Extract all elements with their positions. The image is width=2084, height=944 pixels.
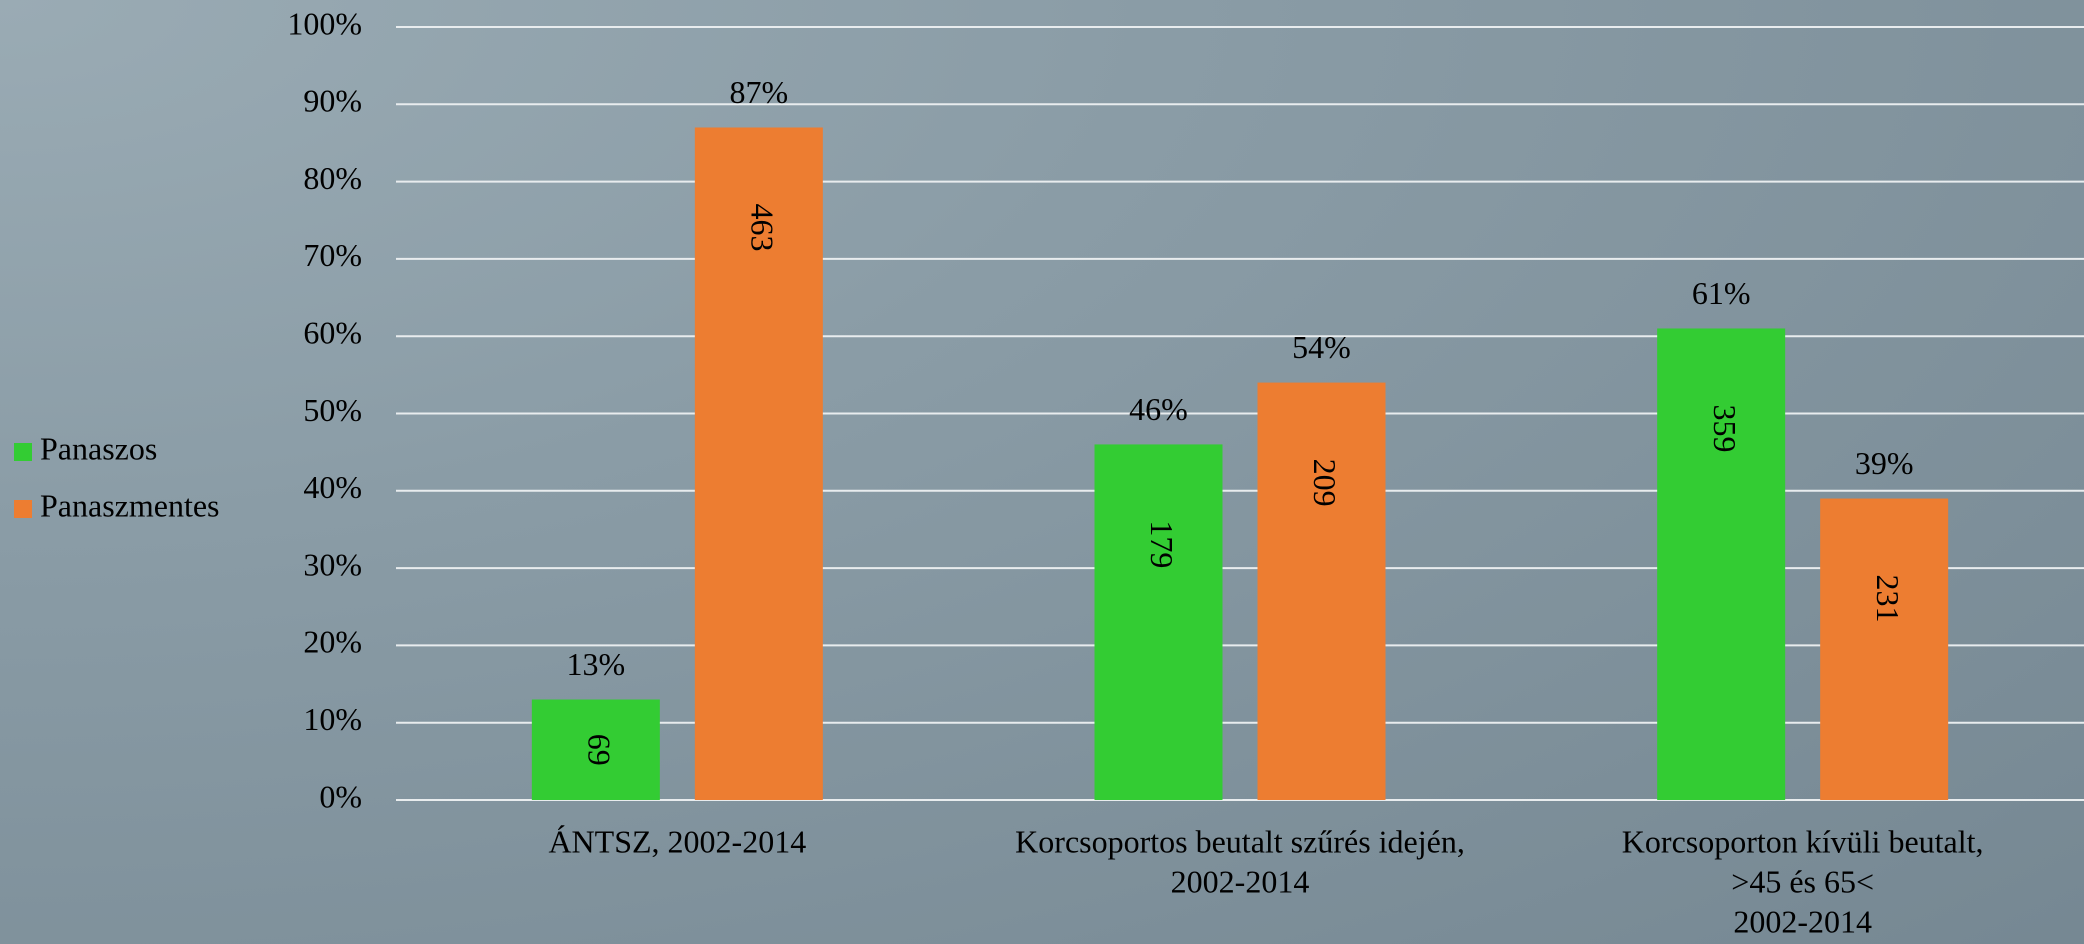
y-tick-label: 20% bbox=[303, 624, 362, 660]
y-tick-label: 90% bbox=[303, 83, 362, 119]
y-tick-label: 40% bbox=[303, 469, 362, 505]
bar bbox=[694, 127, 823, 801]
value-label: 46% bbox=[1129, 391, 1188, 427]
x-tick-label: Korcsoporton kívüli beutalt, bbox=[1622, 823, 1984, 859]
value-label: 87% bbox=[730, 74, 789, 110]
y-tick-label: 50% bbox=[303, 392, 362, 428]
y-tick-label: 100% bbox=[287, 5, 362, 41]
x-tick-label: Korcsoportos beutalt szűrés idején, bbox=[1015, 823, 1465, 859]
count-label: 69 bbox=[581, 734, 617, 766]
y-tick-label: 80% bbox=[303, 160, 362, 196]
legend-label: Panaszmentes bbox=[40, 487, 220, 523]
bar bbox=[1094, 444, 1223, 800]
y-tick-label: 60% bbox=[303, 315, 362, 351]
legend-label: Panaszos bbox=[40, 430, 157, 466]
y-tick-label: 10% bbox=[303, 701, 362, 737]
y-tick-label: 0% bbox=[319, 778, 362, 814]
y-tick-label: 70% bbox=[303, 237, 362, 273]
value-label: 39% bbox=[1855, 445, 1914, 481]
count-label: 209 bbox=[1307, 459, 1343, 507]
legend-swatch bbox=[14, 500, 32, 518]
bar bbox=[1820, 498, 1949, 800]
x-tick-label: 2002-2014 bbox=[1171, 863, 1310, 899]
count-label: 179 bbox=[1144, 520, 1180, 568]
count-label: 359 bbox=[1707, 404, 1743, 452]
x-tick-label: 2002-2014 bbox=[1733, 903, 1872, 939]
count-label: 231 bbox=[1870, 575, 1906, 623]
value-label: 61% bbox=[1692, 275, 1751, 311]
x-tick-label: ÁNTSZ, 2002-2014 bbox=[548, 823, 806, 859]
bar bbox=[1257, 382, 1386, 800]
legend-swatch bbox=[14, 443, 32, 461]
bar bbox=[531, 699, 660, 800]
x-tick-label: >45 és 65< bbox=[1731, 863, 1874, 899]
bar bbox=[1657, 328, 1786, 800]
value-label: 13% bbox=[567, 646, 626, 682]
count-label: 463 bbox=[744, 203, 780, 251]
value-label: 54% bbox=[1292, 329, 1351, 365]
y-tick-label: 30% bbox=[303, 546, 362, 582]
